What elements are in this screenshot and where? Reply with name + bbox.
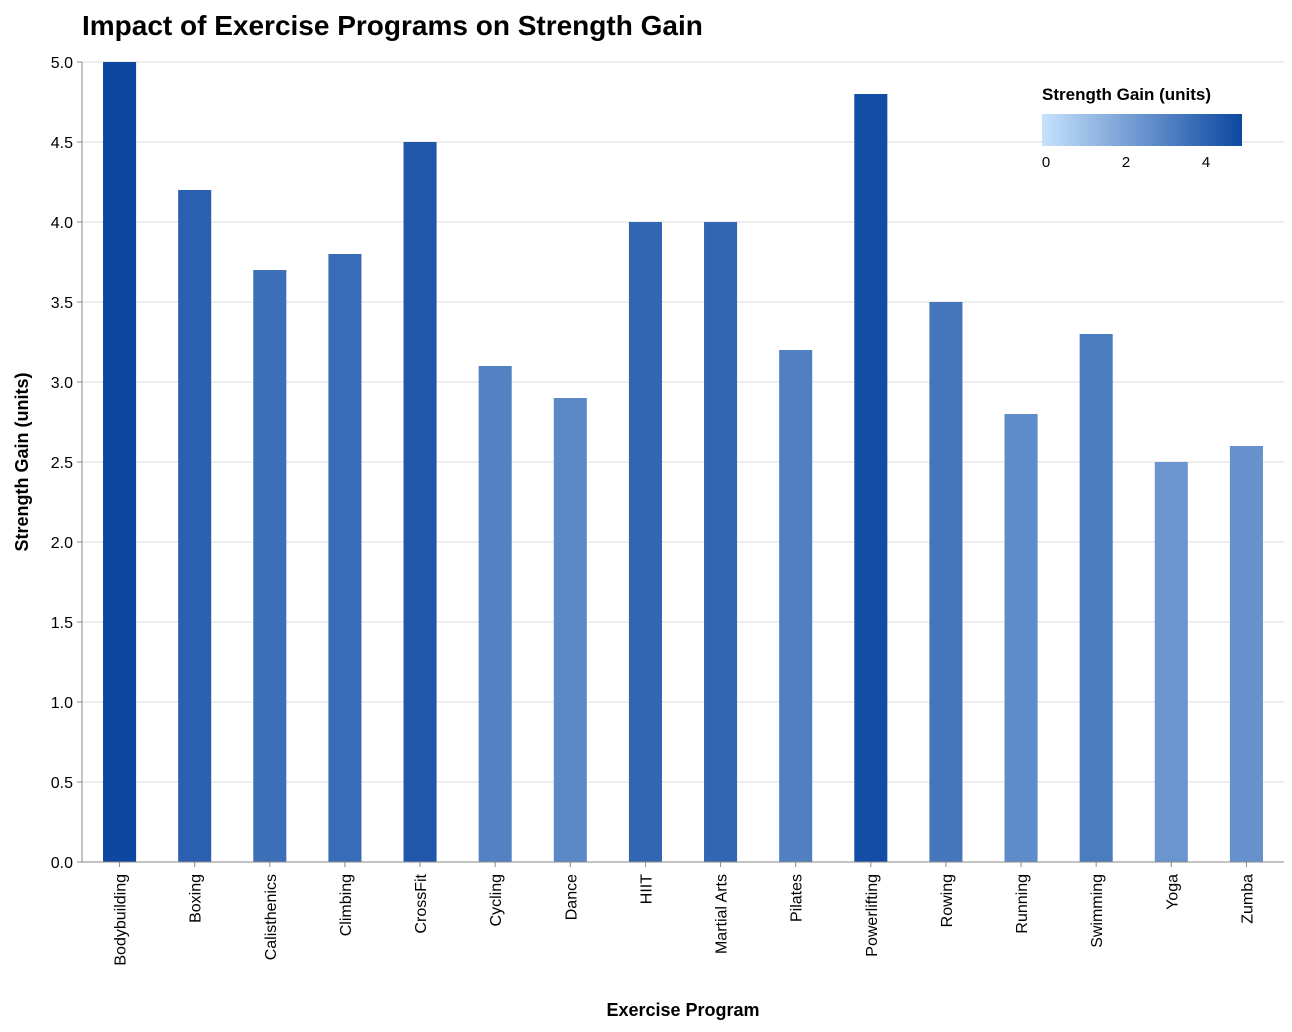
x-tick-label: Powerlifting xyxy=(864,874,881,957)
bar xyxy=(929,302,963,862)
x-axis: Bodybuilding Boxing Calisthenics Climbing Cr… xyxy=(82,861,1284,966)
bar xyxy=(779,350,813,862)
x-tick-label: Calisthenics xyxy=(263,874,280,960)
y-tick-label: 1.0 xyxy=(51,695,73,712)
y-tick-label: 2.5 xyxy=(51,455,73,472)
x-tick-label: Running xyxy=(1014,874,1031,934)
x-tick-label: Rowing xyxy=(939,874,956,927)
x-tick-label: Yoga xyxy=(1164,874,1181,910)
bar xyxy=(478,366,512,862)
x-tick-label: Cycling xyxy=(488,874,505,926)
bar xyxy=(403,142,437,862)
y-tick-label: 5.0 xyxy=(51,55,73,72)
bar xyxy=(628,222,662,862)
x-tick-label: Climbing xyxy=(338,874,355,936)
legend-title: Strength Gain (units) xyxy=(1042,85,1211,104)
legend-gradient-bar xyxy=(1042,114,1242,146)
x-tick-label: Dance xyxy=(563,874,580,920)
bar xyxy=(1079,334,1113,862)
color-legend: Strength Gain (units) 0 2 4 xyxy=(1042,85,1242,171)
y-tick-label: 4.0 xyxy=(51,215,73,232)
y-axis-title: Strength Gain (units) xyxy=(12,373,32,552)
bar xyxy=(854,94,888,862)
bar xyxy=(328,254,362,862)
x-axis-title: Exercise Program xyxy=(606,1000,759,1020)
x-tick-label: Swimming xyxy=(1089,874,1106,948)
y-tick-label: 1.5 xyxy=(51,615,73,632)
legend-ticks: 0 2 4 xyxy=(1042,154,1210,171)
x-tick-label: Martial Arts xyxy=(714,874,731,954)
y-tick-label: 0.5 xyxy=(51,775,73,792)
legend-tick-label: 4 xyxy=(1202,154,1210,171)
y-axis: 0.0 0.5 1.0 1.5 2.0 2.5 3.0 3.5 4.0 4.5 5.0 xyxy=(51,55,83,872)
chart-title: Impact of Exercise Programs on Strength … xyxy=(82,10,703,41)
x-tick-label: CrossFit xyxy=(413,873,430,933)
bar xyxy=(1229,446,1263,862)
x-tick-label: HIIT xyxy=(638,874,655,904)
bar xyxy=(253,270,287,862)
bar xyxy=(1154,462,1188,862)
legend-tick-label: 2 xyxy=(1122,154,1130,171)
x-tick-label: Bodybuilding xyxy=(113,874,130,966)
y-tick-label: 3.5 xyxy=(51,295,73,312)
bar xyxy=(1004,414,1038,862)
x-tick-label: Zumba xyxy=(1239,874,1256,924)
x-tick-label: Boxing xyxy=(188,874,205,923)
y-tick-label: 4.5 xyxy=(51,135,73,152)
bar xyxy=(553,398,587,862)
bars xyxy=(103,62,1263,862)
bar xyxy=(103,62,137,862)
bar xyxy=(178,190,212,862)
x-tick-label: Pilates xyxy=(789,874,806,922)
bar xyxy=(704,222,738,862)
y-tick-label: 3.0 xyxy=(51,375,73,392)
y-tick-label: 2.0 xyxy=(51,535,73,552)
legend-tick-label: 0 xyxy=(1042,154,1050,171)
y-tick-label: 0.0 xyxy=(51,855,73,872)
